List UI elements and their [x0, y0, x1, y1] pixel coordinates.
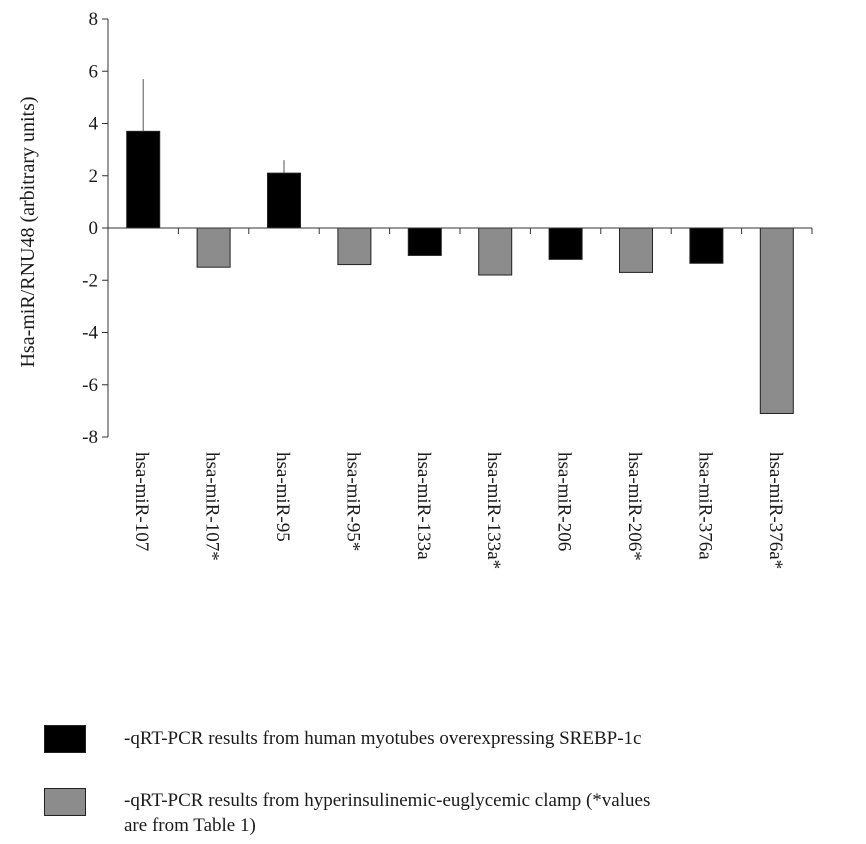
y-tick-label: 2 [89, 166, 99, 187]
category-label: hsa-miR-95 [272, 452, 293, 542]
y-axis: 8 6 4 2 0 -2 -4 -6 -8 [82, 9, 109, 448]
y-tick-label: 6 [89, 61, 99, 82]
category-label: hsa-miR-95* [342, 452, 363, 551]
category-label: hsa-miR-107 [131, 452, 152, 551]
category-label: hsa-miR-133a [413, 452, 434, 560]
bar-hsa-miR-376a* [759, 227, 794, 414]
bar-hsa-miR-206* [619, 227, 653, 273]
y-axis-label: Hsa-miR/RNU48 (arbitrary units) [17, 96, 39, 367]
category-label: hsa-miR-376a [694, 452, 715, 560]
bar-hsa-miR-95 [267, 172, 301, 229]
bar-hsa-miR-133a [407, 227, 442, 256]
category-label: hsa-miR-133a* [483, 452, 504, 569]
bar-hsa-miR-376a [689, 227, 724, 264]
y-tick-label: 8 [89, 9, 99, 30]
y-tick-label: -8 [82, 427, 98, 448]
bar-hsa-miR-206 [548, 227, 583, 260]
bar-hsa-miR-133a* [478, 227, 513, 276]
y-tick-label: 0 [89, 218, 99, 239]
x-axis [107, 227, 813, 234]
category-labels: hsa-miR-107 hsa-miR-107* hsa-miR-95 hsa-miR… [131, 452, 786, 569]
category-label: hsa-miR-206 [554, 452, 575, 551]
y-tick-label: -2 [82, 270, 98, 291]
category-label: hsa-miR-206* [624, 452, 645, 561]
bars [126, 79, 794, 414]
y-tick-label: 4 [89, 114, 99, 135]
category-label: hsa-miR-107* [202, 452, 223, 561]
category-label: hsa-miR-376a* [765, 452, 786, 569]
y-tick-label: -4 [82, 323, 98, 344]
bar-hsa-miR-95* [337, 227, 372, 266]
y-tick-label: -6 [82, 375, 98, 396]
bar-hsa-miR-107* [196, 227, 231, 268]
bar-hsa-miR-107 [126, 130, 161, 229]
